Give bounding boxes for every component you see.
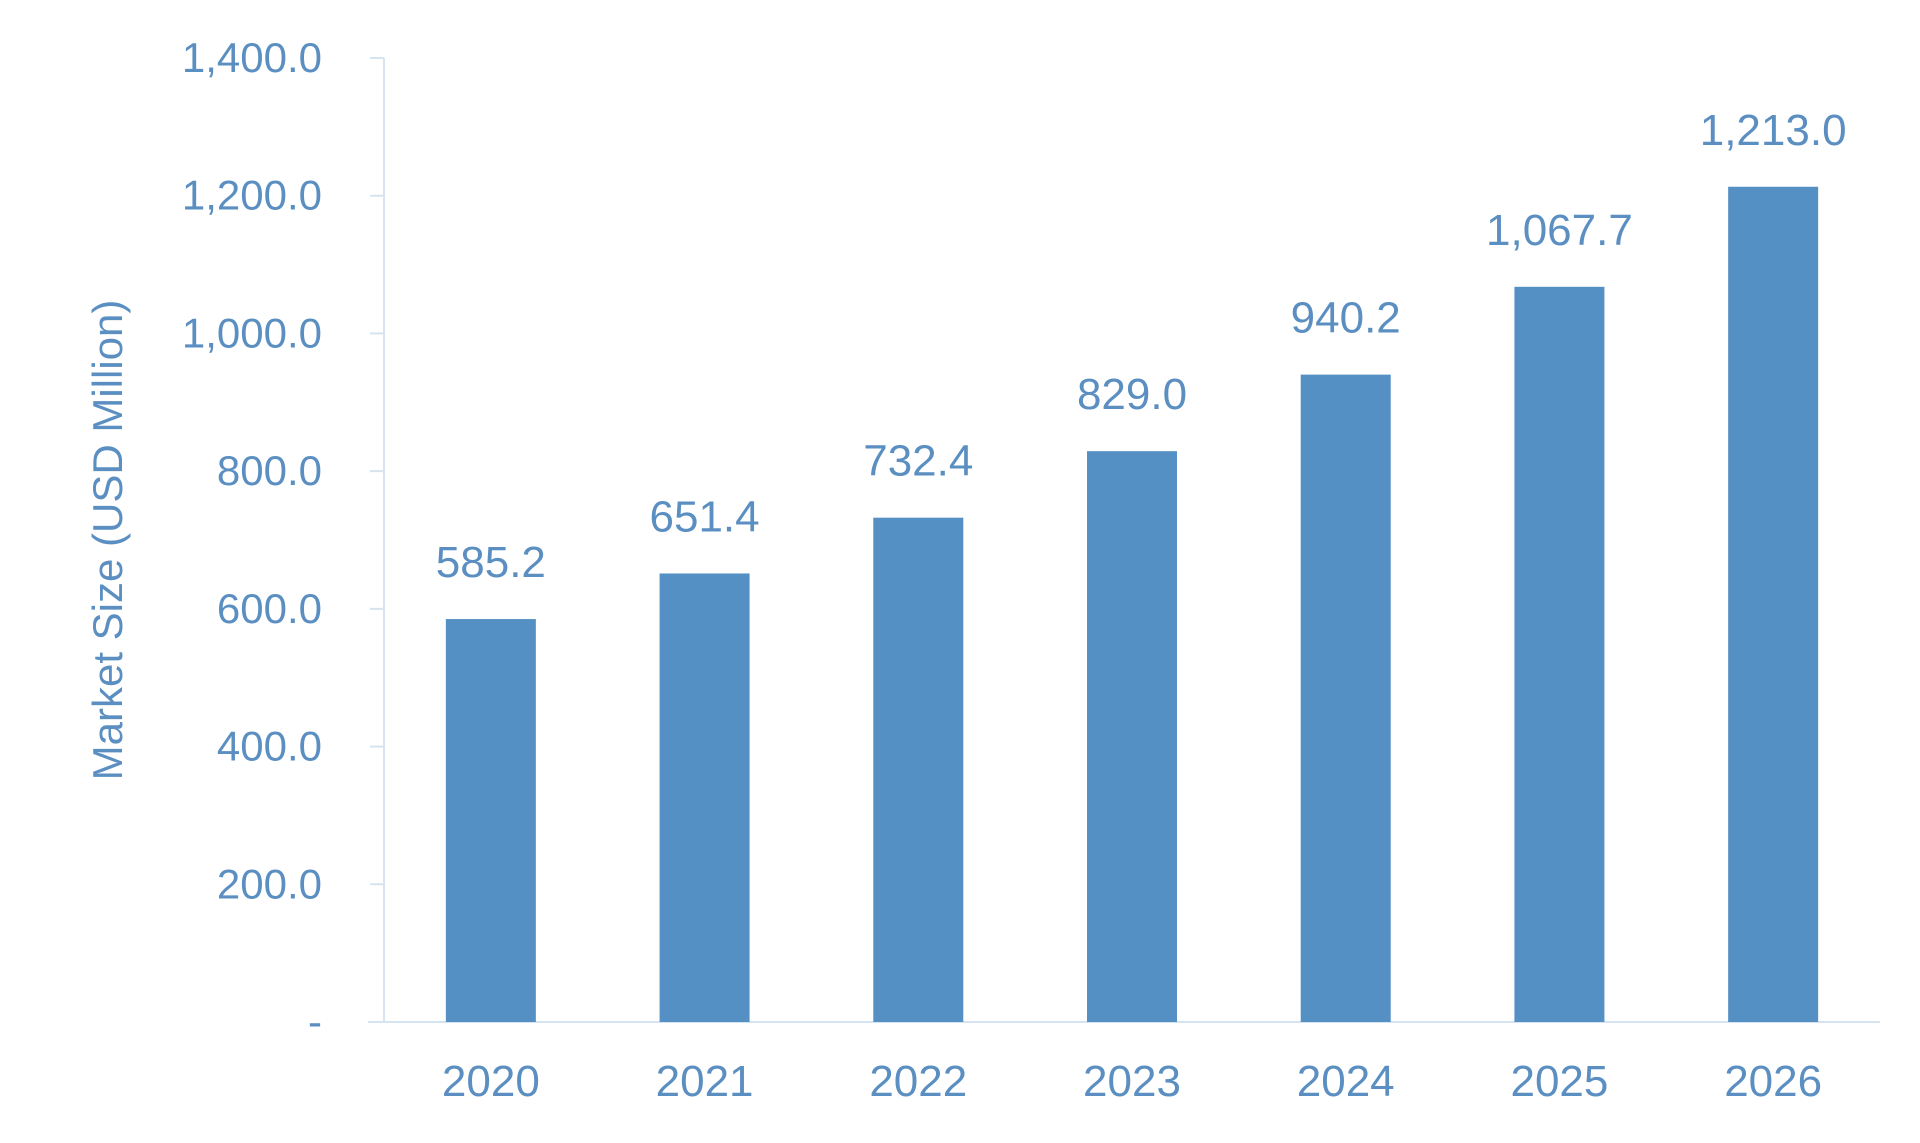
y-axis-title: Market Size (USD Million) [84, 300, 131, 781]
x-tick-label: 2026 [1724, 1057, 1822, 1106]
bar-2025 [1514, 286, 1605, 1023]
bars-layer [445, 186, 1819, 1023]
labels-layer: 585.2 2020 651.4 2021 732.4 2022 829.0 2023 940.… [436, 106, 1847, 1106]
data-label: 940.2 [1291, 294, 1401, 343]
data-label: 1,067.7 [1486, 206, 1633, 255]
y-tick-label: 400.0 [217, 723, 322, 770]
data-label: 1,213.0 [1700, 106, 1847, 155]
y-tick-label: 800.0 [217, 447, 322, 494]
x-tick-label: 2022 [869, 1057, 967, 1106]
data-label: 651.4 [650, 492, 760, 541]
x-tick-label: 2020 [442, 1057, 540, 1106]
x-tick-label: 2023 [1083, 1057, 1181, 1106]
y-tick-label: 200.0 [217, 860, 322, 907]
data-label: 585.2 [436, 538, 546, 587]
x-tick-label: 2021 [656, 1057, 754, 1106]
x-tick-label: 2024 [1297, 1057, 1395, 1106]
data-label: 732.4 [863, 437, 973, 486]
bar-2023 [1087, 451, 1177, 1022]
axes-layer: - 200.0 400.0 600.0 800.0 1,000.0 1,200.0 1,400… [182, 34, 1880, 1045]
y-tick-label: 1,000.0 [182, 309, 322, 356]
bar-2026 [1728, 186, 1819, 1022]
bar-2020 [445, 619, 536, 1022]
data-label: 829.0 [1077, 370, 1187, 419]
y-tick-label: 1,200.0 [182, 172, 322, 219]
y-tick-label: - [308, 998, 322, 1045]
x-tick-label: 2025 [1510, 1057, 1608, 1106]
y-tick-label: 600.0 [217, 585, 322, 632]
bar-2021 [659, 573, 750, 1022]
bar-2024 [1300, 374, 1391, 1023]
y-tick-label: 1,400.0 [182, 34, 322, 81]
bar-2022 [873, 517, 964, 1022]
